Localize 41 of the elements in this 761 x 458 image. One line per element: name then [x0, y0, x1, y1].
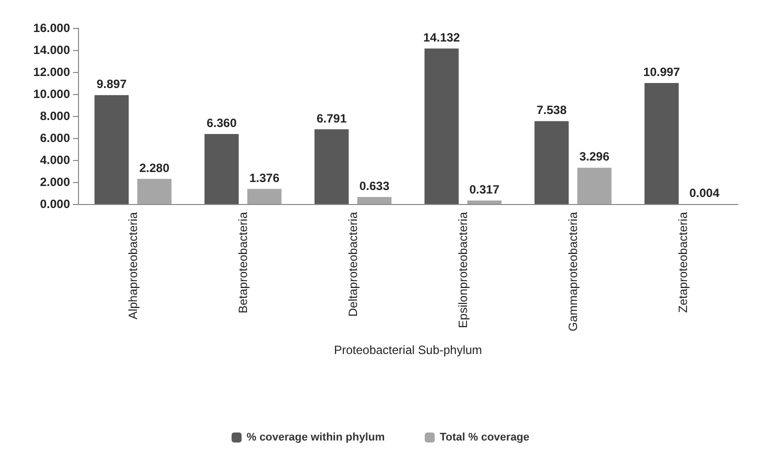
data-label: 9.897 — [96, 77, 127, 92]
x-tick-label: Epsilonproteobacteria — [456, 212, 470, 328]
x-tick-label: Zetaproteobacteria — [676, 212, 690, 313]
y-tick-label: 6.000 — [40, 131, 70, 145]
data-label: 0.317 — [469, 182, 500, 197]
legend-label: % coverage within phylum — [246, 432, 385, 444]
legend-label: Total % coverage — [440, 432, 530, 444]
y-tick-label: 16.000 — [33, 21, 70, 35]
data-label: 0.633 — [359, 179, 390, 194]
bar — [314, 129, 349, 204]
y-tick-label: 4.000 — [40, 153, 70, 167]
bar — [424, 48, 459, 204]
bar — [534, 121, 569, 204]
bar — [94, 95, 129, 204]
data-label: 2.280 — [139, 160, 170, 175]
data-label: 6.360 — [206, 116, 237, 130]
bar — [467, 200, 502, 204]
data-label: 10.997 — [643, 65, 680, 80]
data-label: 3.296 — [579, 150, 610, 164]
data-label: 0.004 — [689, 186, 720, 200]
bar — [577, 168, 612, 204]
data-label: 14.132 — [423, 30, 460, 45]
y-tick-label: 10.000 — [33, 87, 70, 101]
y-tick-label: 12.000 — [33, 65, 70, 79]
x-tick-label: Gammaproteobacteria — [566, 212, 580, 332]
bar — [357, 197, 392, 204]
y-tick-label: 8.000 — [40, 109, 70, 123]
data-label: 6.791 — [316, 111, 347, 126]
bar — [644, 83, 679, 204]
x-tick-label: Betaproteobacteria — [236, 212, 250, 314]
y-tick-label: 0.000 — [40, 197, 70, 211]
x-tick-label: Deltaproteobacteria — [346, 212, 360, 317]
bar — [247, 188, 282, 204]
bar — [137, 178, 172, 204]
x-tick-label: Alphaproteobacteria — [126, 212, 140, 320]
y-tick-label: 2.000 — [40, 175, 70, 189]
x-axis-title: Proteobacterial Sub-phylum — [334, 343, 482, 357]
bar — [204, 134, 239, 204]
y-tick-label: 14.000 — [33, 43, 70, 57]
data-label: 7.538 — [536, 103, 567, 118]
data-label: 1.376 — [249, 170, 280, 185]
